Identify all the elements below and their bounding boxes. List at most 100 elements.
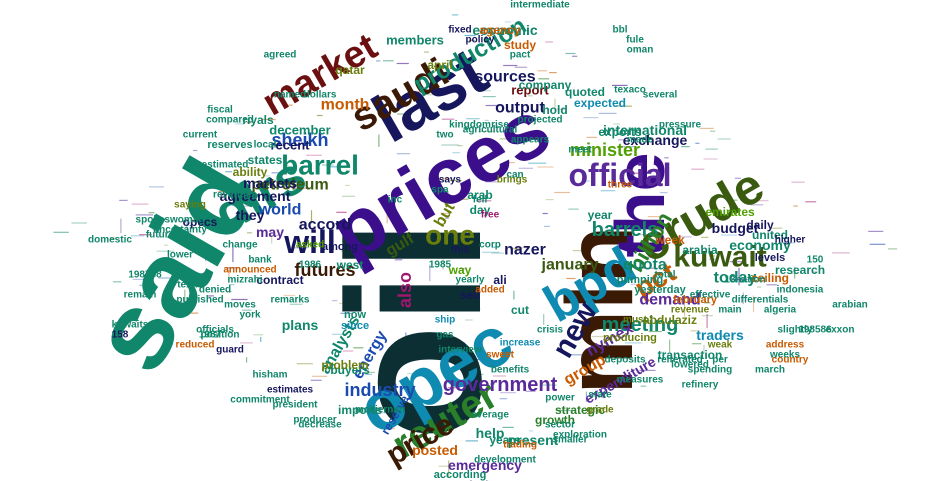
word-pact: pact bbox=[510, 50, 531, 61]
word-plans: plans bbox=[282, 317, 319, 333]
word-deposits: deposits bbox=[604, 355, 646, 366]
word-research: research bbox=[775, 263, 825, 277]
word-emergency: emergency bbox=[448, 457, 522, 473]
word-several: several bbox=[643, 90, 678, 101]
word-international: international bbox=[603, 122, 687, 138]
word-yearly: yearly bbox=[456, 275, 485, 286]
word-appears: appears bbox=[511, 135, 550, 146]
word-spending: spending bbox=[688, 365, 732, 376]
word-qatar: qatar bbox=[335, 63, 365, 77]
word-slightly: slightly bbox=[777, 325, 812, 336]
word-exports: exports bbox=[598, 125, 642, 139]
word-week: week bbox=[654, 233, 685, 247]
word-sector: sector bbox=[545, 420, 575, 431]
word-reiterated: reiterated bbox=[657, 355, 703, 366]
word-output: output bbox=[495, 100, 545, 117]
word-hisham: hisham bbox=[252, 370, 287, 381]
word-corp: corp bbox=[479, 240, 501, 251]
word-opecs: opecs bbox=[183, 215, 218, 229]
word-intermediate: intermediate bbox=[510, 0, 570, 11]
word-texas: texas bbox=[177, 280, 203, 291]
word-remain: remain bbox=[124, 290, 157, 301]
word-named: named bbox=[274, 90, 306, 101]
word-150: 150 bbox=[807, 255, 824, 266]
word-reduced: reduced bbox=[176, 340, 215, 351]
word-country: country bbox=[772, 355, 809, 366]
word-quoted: quoted bbox=[565, 85, 605, 99]
word-made: made bbox=[627, 135, 654, 146]
word-ceiling: ceiling bbox=[751, 271, 789, 285]
word-mizrahi: mizrahi bbox=[227, 275, 262, 286]
word-estimated: estimated bbox=[202, 160, 249, 171]
word-sweet: sweet bbox=[486, 350, 514, 361]
word-power: power bbox=[545, 393, 575, 404]
word-york: york bbox=[239, 310, 261, 321]
word-revenues: revenues bbox=[213, 190, 257, 201]
word-total: total bbox=[654, 270, 675, 281]
word-imports: imports bbox=[338, 403, 382, 417]
word-fule: fule bbox=[626, 35, 644, 46]
word-compared: compared bbox=[206, 115, 254, 126]
word-budget: budget bbox=[712, 220, 759, 236]
word-protect: protect bbox=[451, 479, 489, 481]
tiny-word-texture bbox=[53, 14, 898, 478]
word-day: day bbox=[470, 203, 491, 217]
word-exploration: exploration bbox=[553, 430, 607, 441]
word-officials: officials bbox=[196, 325, 234, 336]
word-weak: weak bbox=[707, 340, 733, 351]
word-daily: daily bbox=[746, 218, 774, 232]
word-way: way bbox=[448, 263, 472, 277]
word-president: president bbox=[272, 400, 318, 411]
word-buyers: buyers bbox=[330, 363, 370, 377]
word-saying: saying bbox=[174, 200, 206, 211]
word-free: free bbox=[481, 210, 500, 221]
word-change: change bbox=[222, 240, 257, 251]
word-benefits: benefits bbox=[491, 365, 530, 376]
word-according: according bbox=[434, 469, 487, 481]
word-posted: posted bbox=[412, 442, 458, 458]
word-fell: fell bbox=[473, 195, 488, 206]
word-two: two bbox=[436, 130, 453, 141]
word-commitment: commitment bbox=[230, 395, 290, 406]
word-1986: 1986 bbox=[299, 260, 322, 271]
word-smaller: smaller bbox=[552, 435, 587, 446]
word-158: 158 bbox=[112, 330, 129, 341]
word-1985: 1985 bbox=[429, 260, 452, 271]
word-remarks: remarks bbox=[271, 295, 310, 306]
word-lowered: lowered bbox=[671, 360, 709, 371]
word-revenue: revenue bbox=[671, 305, 710, 316]
word-economy: economy bbox=[729, 237, 791, 253]
word-average: average bbox=[471, 410, 509, 421]
word-the: the bbox=[601, 153, 679, 258]
word-trading: trading bbox=[503, 440, 537, 451]
word-united: united bbox=[752, 228, 788, 242]
word-moves: moves bbox=[224, 300, 256, 311]
word-barrel: barrel bbox=[281, 150, 359, 181]
word-cut: cut bbox=[511, 303, 529, 317]
word-among: among bbox=[322, 241, 358, 253]
word-agency: agency bbox=[479, 23, 521, 37]
word-recent: recent bbox=[270, 138, 310, 153]
word-1987: 1987 bbox=[199, 330, 222, 341]
word-policy: policy bbox=[466, 35, 495, 46]
word-projected: projected bbox=[517, 115, 562, 126]
word-says: says bbox=[439, 175, 462, 186]
word-government: government bbox=[443, 374, 558, 396]
word-rise: rise bbox=[491, 120, 509, 131]
word-december: december bbox=[269, 123, 330, 138]
word-published: published bbox=[176, 295, 223, 306]
word-algeria: algeria bbox=[764, 305, 797, 316]
word-fixed: fixed bbox=[448, 25, 471, 36]
word-position: position bbox=[201, 330, 240, 341]
word-world: world bbox=[258, 202, 302, 219]
word-local: local bbox=[254, 140, 277, 151]
word-announced: announced bbox=[223, 265, 276, 276]
word-reserves: reserves bbox=[207, 139, 252, 151]
word-barrels: barrels bbox=[592, 219, 659, 241]
word-report: report bbox=[511, 83, 549, 98]
word-future: future bbox=[146, 230, 175, 241]
word-transaction: transaction bbox=[658, 348, 723, 362]
word-meeting: meeting bbox=[602, 314, 679, 336]
word-weeks: weeks bbox=[769, 350, 800, 361]
